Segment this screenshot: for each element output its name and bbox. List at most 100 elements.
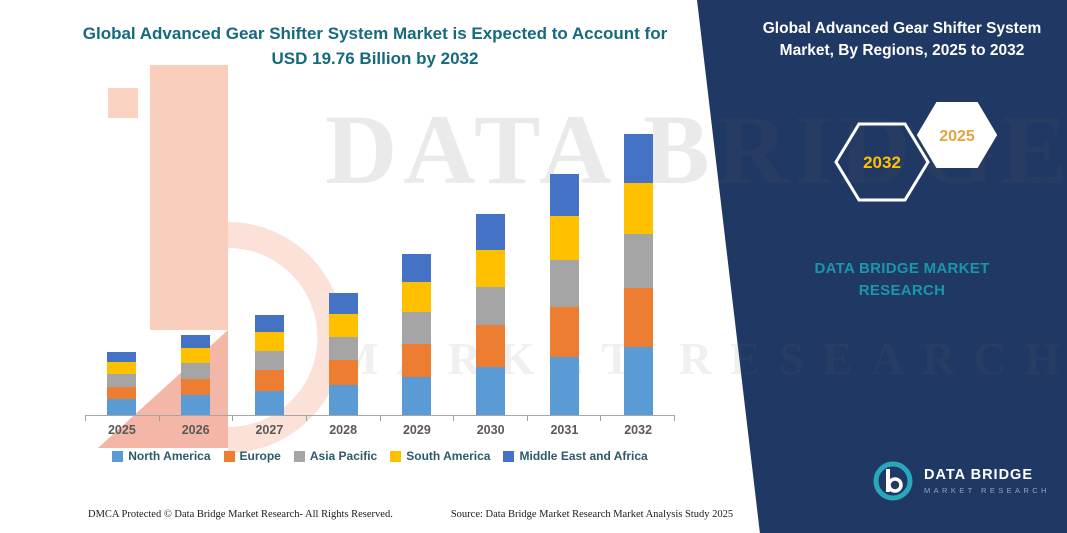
bar-segment-middle-east-and-africa bbox=[328, 292, 358, 314]
axis-tick bbox=[232, 416, 234, 421]
logo-tagline: MARKET RESEARCH bbox=[924, 486, 1050, 495]
hexagon-2032-outline bbox=[834, 122, 930, 202]
bar-segment-south-america bbox=[254, 332, 284, 351]
bar-segment-europe bbox=[402, 343, 432, 377]
chart-legend: North America Europe Asia Pacific South Ame… bbox=[85, 449, 675, 463]
bar-column-2026 bbox=[159, 130, 233, 415]
x-axis-label-2025: 2025 bbox=[107, 423, 136, 437]
legend-label-south-america: South America bbox=[406, 449, 491, 463]
bar-segment-south-america bbox=[328, 313, 358, 337]
axis-tick bbox=[600, 416, 602, 421]
axis-tick bbox=[453, 416, 455, 421]
stacked-bar-2030 bbox=[476, 214, 506, 415]
bar-column-2032 bbox=[601, 130, 675, 415]
plot-area bbox=[85, 130, 675, 416]
stacked-bar-2029 bbox=[402, 253, 432, 415]
bar-segment-asia-pacific bbox=[476, 286, 506, 326]
bar-segment-europe bbox=[476, 325, 506, 367]
x-axis-label-2030: 2030 bbox=[476, 423, 505, 437]
x-axis-label-2032: 2032 bbox=[624, 423, 653, 437]
bar-segment-asia-pacific bbox=[623, 234, 653, 289]
x-axis-label-2027: 2027 bbox=[255, 423, 284, 437]
bar-segment-middle-east-and-africa bbox=[623, 133, 653, 183]
bar-column-2025 bbox=[85, 130, 159, 415]
stacked-bar-chart: 2025 2026 2027 2028 2029 2030 2031 2032 North A… bbox=[85, 130, 675, 463]
axis-tick bbox=[85, 416, 86, 421]
source-note: Source: Data Bridge Market Research Mark… bbox=[450, 509, 734, 520]
axis-tick bbox=[158, 416, 160, 421]
logo-text-block: DATA BRIDGE MARKET RESEARCH bbox=[924, 467, 1050, 495]
bar-segment-asia-pacific bbox=[107, 374, 137, 387]
stacked-bar-2028 bbox=[328, 292, 358, 415]
right-panel-title: Global Advanced Gear Shifter System Mark… bbox=[762, 20, 1042, 59]
legend-swatch-south-america bbox=[390, 450, 402, 462]
bar-segment-north-america bbox=[181, 395, 211, 415]
year-hexagons: 2032 2025 bbox=[834, 102, 998, 202]
legend-item-europe: Europe bbox=[223, 449, 281, 463]
bar-segment-middle-east-and-africa bbox=[107, 351, 137, 363]
hexagon-2032-label: 2032 bbox=[863, 153, 901, 172]
x-axis-label-2031: 2031 bbox=[550, 423, 579, 437]
bar-segment-middle-east-and-africa bbox=[402, 253, 432, 283]
bar-segment-asia-pacific bbox=[549, 259, 579, 307]
chart-title: Global Advanced Gear Shifter System Mark… bbox=[82, 24, 668, 68]
data-bridge-logo-icon bbox=[873, 461, 913, 501]
legend-item-south-america: South America bbox=[390, 449, 490, 463]
bar-segment-europe bbox=[549, 306, 579, 357]
bar-segment-south-america bbox=[107, 362, 137, 375]
legend-label-middle-east-and-africa: Middle East and Africa bbox=[519, 449, 648, 463]
bar-segment-south-america bbox=[181, 348, 211, 364]
bar-segment-europe bbox=[328, 360, 358, 386]
axis-tick bbox=[379, 416, 381, 421]
bar-segment-north-america bbox=[254, 390, 284, 415]
bar-column-2028 bbox=[306, 130, 380, 415]
legend-label-asia-pacific: Asia Pacific bbox=[309, 449, 378, 463]
stacked-bar-2026 bbox=[181, 334, 211, 415]
axis-tick bbox=[305, 416, 307, 421]
bar-column-2027 bbox=[233, 130, 307, 415]
company-logo: DATA BRIDGE MARKET RESEARCH bbox=[872, 460, 1050, 502]
bar-segment-asia-pacific bbox=[181, 363, 211, 379]
bar-segment-north-america bbox=[328, 385, 358, 415]
legend-label-north-america: North America bbox=[128, 449, 211, 463]
bar-segment-north-america bbox=[107, 399, 137, 415]
bar-column-2029 bbox=[380, 130, 454, 415]
logo-name: DATA BRIDGE bbox=[924, 467, 1034, 483]
stacked-bar-2025 bbox=[107, 351, 137, 415]
axis-tick bbox=[526, 416, 528, 421]
x-axis-label-2026: 2026 bbox=[181, 423, 210, 437]
bar-segment-south-america bbox=[623, 182, 653, 235]
bar-segment-north-america bbox=[623, 346, 653, 415]
right-panel-content: Global Advanced Gear Shifter System Mark… bbox=[697, 0, 1067, 533]
logo-watermark bbox=[98, 65, 344, 453]
stacked-bar-2031 bbox=[549, 173, 579, 415]
watermark-brand-subtext: MARKET RESEARCH bbox=[335, 333, 1067, 384]
stacked-bar-2032 bbox=[623, 133, 653, 415]
legend-swatch-middle-east-and-africa bbox=[503, 450, 515, 462]
hexagon-2025-label: 2025 bbox=[939, 128, 975, 145]
right-panel-background bbox=[697, 0, 1067, 533]
bar-segment-asia-pacific bbox=[254, 350, 284, 371]
bar-segment-europe bbox=[254, 370, 284, 391]
bar-segment-north-america bbox=[549, 356, 579, 415]
legend-swatch-europe bbox=[223, 450, 235, 462]
bar-segment-asia-pacific bbox=[328, 336, 358, 361]
bar-segment-middle-east-and-africa bbox=[254, 314, 284, 333]
legend-item-middle-east-and-africa: Middle East and Africa bbox=[503, 449, 648, 463]
bar-segment-middle-east-and-africa bbox=[549, 173, 579, 216]
x-axis-label-2029: 2029 bbox=[402, 423, 431, 437]
x-axis-labels: 2025 2026 2027 2028 2029 2030 2031 2032 bbox=[85, 423, 675, 437]
hexagon-2025-shape bbox=[916, 102, 998, 168]
brand-name-text: DATA BRIDGE MARKET RESEARCH bbox=[814, 260, 990, 299]
bar-segment-north-america bbox=[402, 376, 432, 415]
x-axis-label-2028: 2028 bbox=[329, 423, 358, 437]
legend-item-asia-pacific: Asia Pacific bbox=[293, 449, 378, 463]
legend-label-europe: Europe bbox=[239, 449, 281, 463]
bar-segment-asia-pacific bbox=[402, 312, 432, 344]
legend-item-north-america: North America bbox=[112, 449, 211, 463]
bar-column-2030 bbox=[454, 130, 528, 415]
bar-column-2031 bbox=[528, 130, 602, 415]
stacked-bar-2027 bbox=[254, 314, 284, 415]
axis-ticks bbox=[85, 416, 675, 421]
